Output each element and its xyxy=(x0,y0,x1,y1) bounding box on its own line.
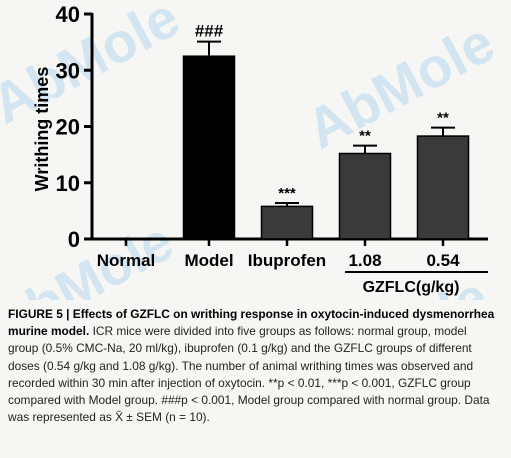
watermark-text: AbMole xyxy=(0,0,189,136)
x-tick-label: 0.54 xyxy=(426,251,460,270)
bar-chart: AbMoleAbMoleAbMoleAbMole 010203040Writhi… xyxy=(0,0,504,300)
bar-Ibuprofen xyxy=(260,205,314,240)
x-tick-label: Ibuprofen xyxy=(248,251,326,270)
y-tick-label: 40 xyxy=(56,2,80,27)
y-tick-label: 10 xyxy=(56,171,80,196)
caption-body: ICR mice were divided into five groups a… xyxy=(8,324,490,425)
x-tick-label: Normal xyxy=(97,251,156,270)
watermark-text: AbMole xyxy=(296,10,504,161)
y-tick-label: 30 xyxy=(56,58,80,83)
y-tick-label: 0 xyxy=(68,227,80,252)
bar-1.08 xyxy=(338,152,392,240)
x-tick-label: 1.08 xyxy=(348,251,381,270)
bar-Model xyxy=(182,55,236,240)
significance-label: ### xyxy=(195,22,224,41)
caption-lead: FIGURE 5 | Effects of GZFLC on writhing … xyxy=(8,307,495,339)
group-label: GZFLC(g/kg) xyxy=(363,279,460,296)
significance-label: *** xyxy=(278,185,296,202)
significance-label: ** xyxy=(359,128,371,145)
figure-caption: FIGURE 5 | Effects of GZFLC on writhing … xyxy=(8,306,500,426)
x-tick-label: Model xyxy=(184,251,233,270)
bar-0.54 xyxy=(416,135,470,240)
significance-label: ** xyxy=(437,110,449,127)
y-tick-label: 20 xyxy=(56,115,80,140)
y-axis-label: Writhing times xyxy=(32,67,52,192)
